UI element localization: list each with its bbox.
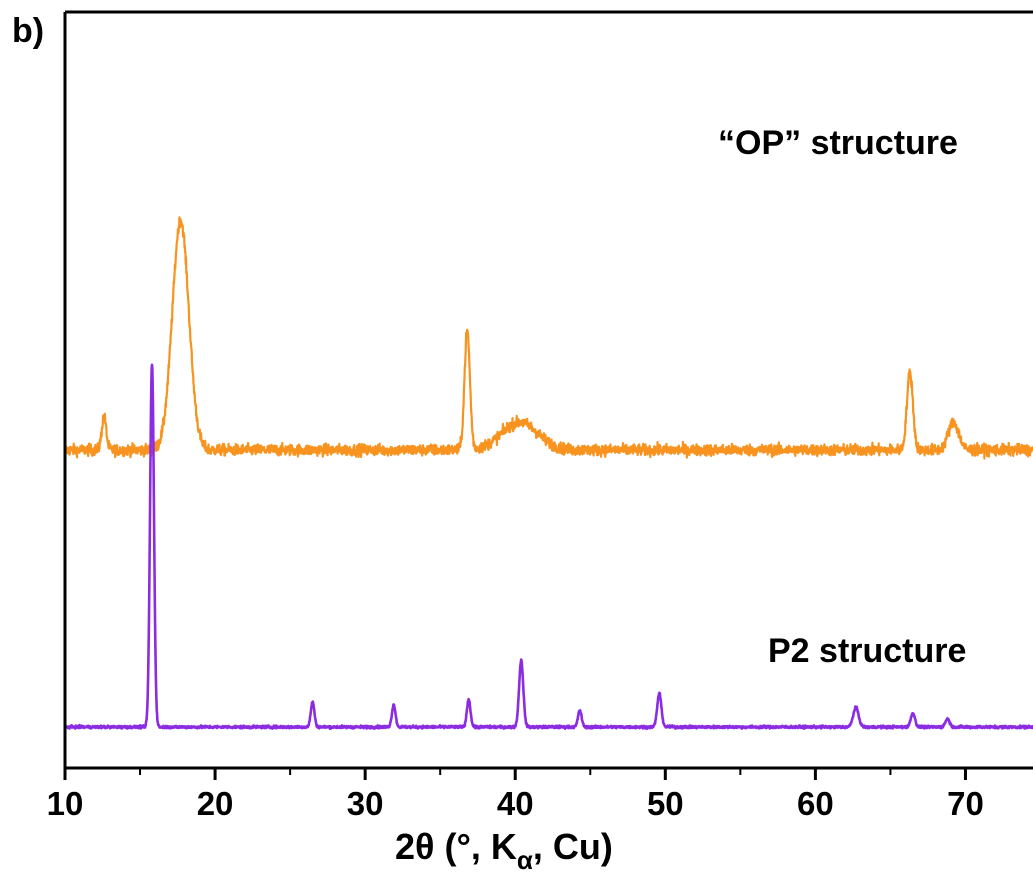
x-tick-label-30: 30 xyxy=(347,785,384,822)
x-axis-label-suffix: , Cu) xyxy=(532,826,613,867)
panel-label: b) xyxy=(12,12,45,50)
series-line-p2 xyxy=(64,363,1033,731)
series-label-p2: P2 structure xyxy=(768,632,967,670)
x-axis-label-prefix: 2θ (°, K xyxy=(395,826,517,867)
x-tick-label-10: 10 xyxy=(47,785,84,822)
x-tick-label-40: 40 xyxy=(497,785,534,822)
x-axis-label-subscript: α xyxy=(516,845,533,875)
x-tick-label-60: 60 xyxy=(797,785,834,822)
series-label-op: “OP” structure xyxy=(718,124,958,162)
x-axis-label: 2θ (°, Kα, Cu) xyxy=(395,826,613,875)
series-line-op xyxy=(63,216,1033,460)
x-tick-label-20: 20 xyxy=(197,785,234,822)
axes-layer: 10 20 30 40 50 60 70 xyxy=(47,10,1033,822)
x-tick-label-50: 50 xyxy=(647,785,684,822)
series-layer xyxy=(63,216,1033,731)
x-tick-label-70: 70 xyxy=(947,785,984,822)
